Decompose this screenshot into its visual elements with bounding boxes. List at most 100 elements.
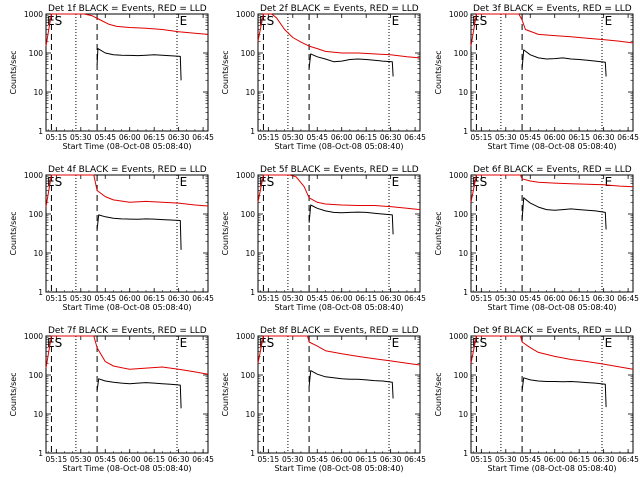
x-tick-label: 06:30 [380, 455, 402, 464]
y-tick-label: 100 [241, 49, 256, 58]
panel-title: Det 2f BLACK = Events, RED = LLD [260, 4, 419, 14]
y-tick-label: 1 [38, 127, 43, 136]
x-tick-label: 06:45 [404, 455, 426, 464]
series-line-events [308, 204, 394, 235]
x-tick-label: 06:15 [143, 294, 165, 303]
x-tick-label: 05:15 [46, 455, 68, 464]
x-tick-label: 05:45 [519, 294, 541, 303]
y-tick-label: 100 [29, 210, 44, 219]
x-tick-label: 06:00 [544, 133, 566, 142]
y-axis-label: Counts/sec [434, 50, 443, 94]
series-line-lld [257, 335, 421, 366]
panel-title: Det 9f BLACK = Events, RED = LLD [473, 326, 632, 336]
series-line-events [308, 53, 394, 77]
x-tick-label: 05:45 [94, 294, 116, 303]
panel-title: Det 1f BLACK = Events, RED = LLD [48, 4, 207, 14]
x-axis-label: Start Time (08-Oct-08 05:08:40) [487, 464, 616, 473]
y-tick-label: 1 [463, 127, 468, 136]
x-tick-label: 06:15 [143, 455, 165, 464]
x-axis-label: Start Time (08-Oct-08 05:08:40) [274, 303, 403, 312]
marker-label-e: E [392, 14, 400, 28]
y-axis-label: Counts/sec [221, 211, 230, 255]
x-tick-label: 05:45 [306, 455, 328, 464]
plot-frame [470, 13, 634, 132]
x-tick-label: 06:00 [544, 294, 566, 303]
panel-title: Det 7f BLACK = Events, RED = LLD [48, 326, 207, 336]
marker-label-e: E [605, 175, 613, 189]
x-tick-label: 05:30 [495, 455, 517, 464]
x-tick-label: 05:30 [495, 294, 517, 303]
panel-title: Det 5f BLACK = Events, RED = LLD [260, 165, 419, 175]
panel-det-1: Det 1f BLACK = Events, RED = LLD 1 10 100 10… [9, 4, 214, 151]
y-tick-label: 10 [458, 88, 468, 97]
panel-det-3: Det 3f BLACK = Events, RED = LLD 1 10 100 10… [434, 4, 639, 151]
marker-label-e: E [180, 175, 188, 189]
series-line-events [521, 49, 607, 77]
y-tick-label: 1 [250, 288, 255, 297]
marker-label-e: E [392, 175, 400, 189]
y-tick-label: 100 [29, 371, 44, 380]
x-tick-label: 06:30 [593, 133, 615, 142]
x-tick-label: 06:00 [331, 133, 353, 142]
x-tick-label: 05:30 [70, 294, 92, 303]
x-tick-label: 05:15 [471, 455, 493, 464]
x-tick-label: 06:45 [617, 294, 639, 303]
y-tick-label: 100 [454, 49, 469, 58]
x-tick-label: 06:45 [617, 455, 639, 464]
series-line-lld [45, 13, 209, 47]
y-tick-label: 10 [33, 249, 43, 258]
series-line-events [96, 214, 182, 250]
x-axis-label: Start Time (08-Oct-08 05:08:40) [62, 464, 191, 473]
y-axis-label: Counts/sec [221, 372, 230, 416]
x-axis-label: Start Time (08-Oct-08 05:08:40) [274, 464, 403, 473]
x-tick-label: 06:15 [355, 294, 377, 303]
panel-det-2: Det 2f BLACK = Events, RED = LLD 1 10 100 10… [221, 4, 426, 151]
x-tick-label: 05:45 [519, 133, 541, 142]
y-axis-label: Counts/sec [434, 372, 443, 416]
marker-label-e: E [180, 336, 188, 350]
y-tick-label: 10 [33, 88, 43, 97]
plot-frame [257, 174, 421, 293]
y-tick-label: 1 [463, 288, 468, 297]
x-tick-label: 06:30 [168, 455, 190, 464]
x-tick-label: 06:45 [192, 133, 214, 142]
series-line-lld [470, 174, 634, 203]
x-tick-label: 06:00 [544, 455, 566, 464]
x-tick-label: 06:00 [119, 294, 141, 303]
x-tick-label: 05:15 [46, 294, 68, 303]
x-tick-label: 06:15 [568, 455, 590, 464]
x-tick-label: 06:30 [593, 294, 615, 303]
x-tick-label: 05:45 [94, 455, 116, 464]
y-tick-label: 1000 [24, 10, 43, 19]
series-line-lld [257, 13, 421, 59]
x-axis-label: Start Time (08-Oct-08 05:08:40) [487, 303, 616, 312]
x-tick-label: 05:30 [282, 294, 304, 303]
y-axis-label: Counts/sec [434, 211, 443, 255]
series-line-lld [257, 174, 421, 211]
panel-det-7: Det 7f BLACK = Events, RED = LLD 1 10 100 10… [9, 326, 214, 473]
x-tick-label: 06:30 [168, 294, 190, 303]
y-tick-label: 10 [245, 88, 255, 97]
marker-label-e: E [605, 14, 613, 28]
x-tick-label: 06:30 [593, 455, 615, 464]
y-tick-label: 10 [458, 410, 468, 419]
panel-det-8: Det 8f BLACK = Events, RED = LLD 1 10 100 10… [221, 326, 426, 473]
x-tick-label: 06:15 [355, 133, 377, 142]
x-tick-label: 05:45 [94, 133, 116, 142]
x-tick-label: 05:45 [306, 133, 328, 142]
series-line-lld [470, 13, 634, 47]
x-tick-label: 06:30 [380, 294, 402, 303]
panel-title: Det 8f BLACK = Events, RED = LLD [260, 326, 419, 336]
y-tick-label: 10 [33, 410, 43, 419]
y-tick-label: 10 [245, 249, 255, 258]
y-tick-label: 1 [463, 449, 468, 458]
x-tick-label: 06:00 [331, 294, 353, 303]
series-line-lld [470, 335, 634, 370]
panel-title: Det 6f BLACK = Events, RED = LLD [473, 165, 632, 175]
x-axis-label: Start Time (08-Oct-08 05:08:40) [62, 303, 191, 312]
x-tick-label: 05:15 [258, 455, 280, 464]
series-line-events [521, 377, 607, 408]
x-axis-label: Start Time (08-Oct-08 05:08:40) [487, 142, 616, 151]
plot-frame [45, 13, 209, 132]
